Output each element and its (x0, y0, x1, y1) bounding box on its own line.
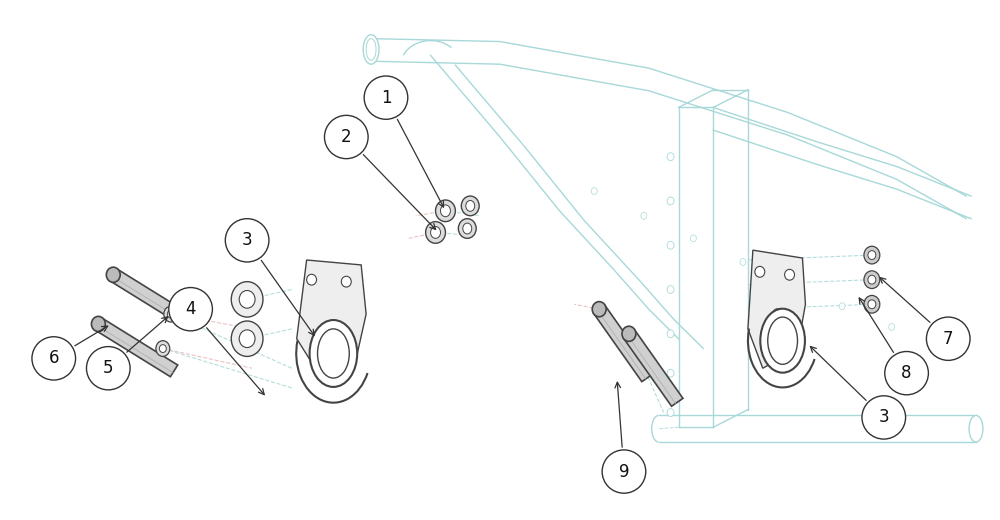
Polygon shape (297, 260, 366, 378)
Ellipse shape (864, 295, 880, 313)
Ellipse shape (458, 219, 476, 238)
Text: 1: 1 (381, 88, 391, 107)
Ellipse shape (307, 274, 317, 285)
Ellipse shape (106, 267, 120, 282)
Ellipse shape (785, 269, 795, 280)
Ellipse shape (864, 271, 880, 289)
Circle shape (225, 219, 269, 262)
Polygon shape (748, 250, 805, 368)
Ellipse shape (773, 309, 783, 319)
Ellipse shape (864, 246, 880, 264)
Ellipse shape (239, 330, 255, 347)
Polygon shape (110, 269, 180, 320)
Ellipse shape (790, 281, 796, 288)
Ellipse shape (239, 291, 255, 308)
Ellipse shape (839, 303, 845, 310)
Ellipse shape (91, 316, 105, 332)
Text: 5: 5 (103, 359, 114, 377)
Ellipse shape (592, 302, 606, 317)
Text: 3: 3 (242, 231, 252, 249)
Ellipse shape (164, 306, 178, 322)
Ellipse shape (159, 345, 166, 353)
Ellipse shape (318, 329, 349, 378)
Text: 6: 6 (49, 349, 59, 368)
Circle shape (32, 337, 76, 380)
Ellipse shape (667, 197, 674, 205)
Ellipse shape (641, 212, 647, 219)
Ellipse shape (622, 326, 636, 341)
Ellipse shape (768, 317, 798, 365)
Ellipse shape (436, 200, 455, 222)
Ellipse shape (363, 35, 379, 64)
Ellipse shape (441, 205, 450, 217)
Circle shape (926, 317, 970, 360)
Text: 8: 8 (901, 364, 912, 382)
Polygon shape (95, 318, 178, 376)
Ellipse shape (231, 321, 263, 356)
Ellipse shape (341, 276, 351, 287)
Circle shape (364, 76, 408, 119)
Circle shape (324, 115, 368, 159)
Ellipse shape (426, 222, 445, 243)
Circle shape (169, 288, 212, 331)
Ellipse shape (463, 223, 472, 234)
Ellipse shape (366, 38, 376, 60)
Polygon shape (623, 330, 683, 406)
Ellipse shape (466, 201, 475, 211)
Circle shape (86, 347, 130, 390)
Ellipse shape (969, 415, 983, 442)
Text: 2: 2 (341, 128, 352, 146)
Ellipse shape (326, 321, 336, 332)
Ellipse shape (740, 258, 746, 265)
Ellipse shape (868, 300, 876, 309)
Circle shape (862, 396, 906, 439)
Ellipse shape (868, 251, 876, 259)
Ellipse shape (231, 282, 263, 317)
Ellipse shape (667, 369, 674, 377)
Ellipse shape (667, 153, 674, 161)
Text: 4: 4 (185, 300, 196, 318)
Ellipse shape (868, 275, 876, 284)
Ellipse shape (591, 188, 597, 194)
Text: 3: 3 (878, 408, 889, 426)
Ellipse shape (755, 266, 765, 277)
Ellipse shape (156, 341, 170, 356)
Ellipse shape (690, 235, 696, 242)
Ellipse shape (461, 196, 479, 216)
Text: 7: 7 (943, 330, 953, 348)
Ellipse shape (760, 309, 805, 373)
Ellipse shape (667, 285, 674, 293)
Ellipse shape (933, 345, 939, 352)
Ellipse shape (310, 320, 357, 387)
Circle shape (885, 352, 928, 395)
Ellipse shape (667, 409, 674, 417)
Circle shape (602, 450, 646, 493)
Ellipse shape (431, 227, 441, 238)
Ellipse shape (667, 241, 674, 249)
Ellipse shape (889, 323, 895, 330)
Polygon shape (593, 305, 653, 382)
Ellipse shape (167, 310, 174, 318)
Ellipse shape (667, 330, 674, 337)
Text: 9: 9 (619, 463, 629, 480)
